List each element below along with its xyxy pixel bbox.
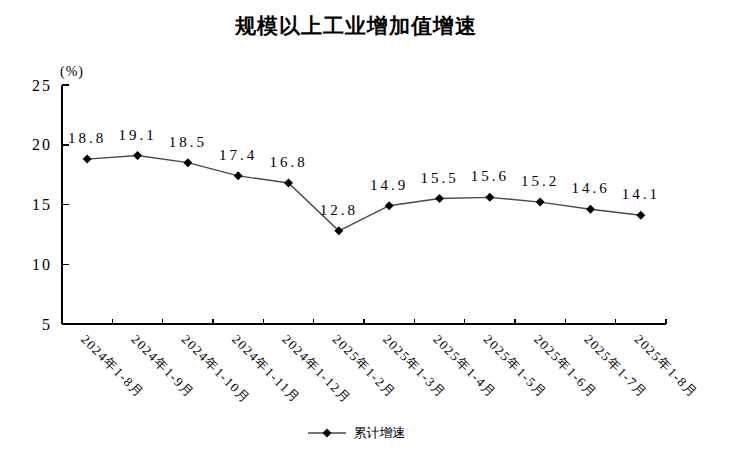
data-label: 18.5 — [169, 134, 207, 150]
data-series — [83, 151, 646, 235]
data-point-marker — [636, 211, 645, 220]
data-label: 16.8 — [269, 154, 307, 170]
y-axis — [62, 85, 69, 324]
category-labels: 2024年1-8月2024年1-9月2024年1-10月2024年1-11月20… — [78, 332, 701, 407]
legend-label: 累计增速 — [354, 424, 406, 442]
data-label: 17.4 — [219, 147, 257, 163]
y-tick-label: 10 — [32, 256, 52, 273]
y-tick-label: 25 — [32, 77, 52, 94]
industrial-growth-chart: 规模以上工业增加值增速 510152025(%)2024年1-8月2024年1-… — [0, 0, 744, 456]
data-label: 19.1 — [118, 127, 156, 143]
series-line — [87, 156, 641, 231]
x-axis — [62, 319, 666, 324]
data-label: 18.8 — [68, 130, 106, 146]
data-point-marker — [485, 193, 494, 202]
data-label: 14.9 — [370, 177, 408, 193]
data-point-marker — [133, 151, 142, 160]
data-label: 15.5 — [420, 170, 458, 186]
chart-canvas: 5 10 15 20 25 (%) 2024年1-8月2024年1-9月2024年1-10月… — [0, 0, 744, 456]
data-label: 12.8 — [320, 202, 358, 218]
data-label: 15.6 — [471, 168, 509, 184]
y-tick-label: 20 — [32, 136, 52, 153]
data-point-marker — [385, 201, 394, 210]
data-label: 14.6 — [571, 180, 609, 196]
legend-line-marker-icon — [307, 427, 347, 439]
data-point-marker — [586, 205, 595, 214]
y-axis-labels: 5 10 15 20 25 — [32, 77, 52, 333]
data-label: 15.2 — [521, 173, 559, 189]
y-tick-label: 15 — [32, 196, 52, 213]
data-labels: 18.8 19.1 18.5 17.4 16.8 12.8 14.9 15.5 15.6 15.2… — [68, 127, 660, 218]
data-point-marker — [435, 194, 444, 203]
data-point-marker — [183, 158, 192, 167]
data-point-marker — [234, 171, 243, 180]
data-label: 14.1 — [622, 186, 660, 202]
data-point-marker — [83, 155, 92, 164]
legend: 累计增速 — [0, 424, 712, 442]
y-tick-label: 5 — [42, 316, 52, 333]
data-point-marker — [536, 198, 545, 207]
y-axis-unit-label: (%) — [60, 64, 84, 80]
